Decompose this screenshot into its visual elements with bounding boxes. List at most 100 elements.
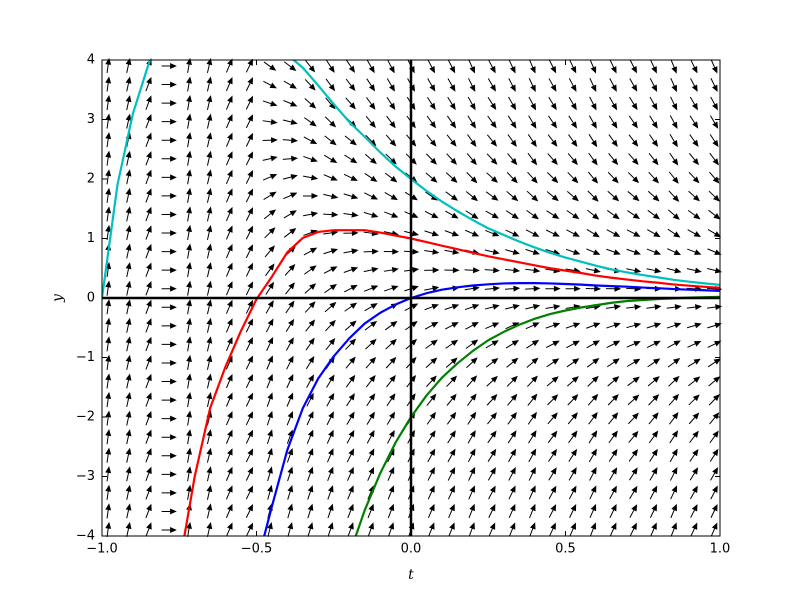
field-arrow: [245, 448, 254, 463]
field-arrow: [708, 190, 720, 202]
field-arrow: [385, 134, 397, 147]
field-arrow: [565, 322, 581, 329]
axes: −1.0 −0.5 0.0 0.5 1.0 −4 −3 −2 −1 0 1 2 3 4: [76, 53, 731, 557]
field-arrow: [344, 135, 357, 146]
field-arrow: [589, 77, 597, 93]
field-arrow: [669, 448, 678, 463]
x-tick-label: 0.0: [401, 542, 422, 557]
field-arrow: [145, 243, 152, 259]
field-arrow: [649, 78, 658, 92]
field-arrow: [649, 485, 658, 500]
field-arrow: [105, 187, 112, 203]
field-arrow: [508, 467, 516, 481]
field-arrow: [565, 248, 581, 255]
y-tick-label: −4: [76, 529, 95, 544]
field-arrow: [488, 59, 496, 74]
field-arrow: [587, 393, 599, 406]
field-arrow: [689, 448, 699, 462]
field-arrow: [307, 522, 314, 537]
field-arrow: [125, 429, 132, 445]
field-arrow: [710, 96, 718, 111]
field-arrow: [283, 210, 297, 219]
field-arrow: [669, 430, 679, 444]
field-arrow: [486, 172, 498, 183]
field-arrow: [145, 336, 152, 352]
field-arrow: [484, 304, 500, 310]
field-arrow: [689, 467, 699, 481]
field-arrow: [424, 285, 440, 292]
field-arrow: [264, 245, 275, 258]
field-arrow: [525, 304, 541, 310]
field-arrow: [186, 76, 192, 92]
field-arrow: [367, 466, 375, 481]
field-arrow: [587, 171, 599, 184]
field-arrow: [667, 340, 681, 349]
field-arrow: [105, 354, 112, 370]
field-arrow: [303, 174, 319, 181]
field-arrow: [125, 95, 132, 111]
field-arrow: [525, 322, 540, 330]
field-arrow: [206, 299, 213, 315]
field-arrow: [245, 58, 254, 73]
field-arrow: [465, 191, 478, 202]
field-arrow: [609, 467, 618, 481]
solution-curve: [102, 60, 720, 299]
field-arrow: [186, 113, 192, 129]
field-arrow: [245, 77, 254, 92]
field-arrow: [488, 504, 496, 518]
field-arrow: [504, 267, 521, 274]
field-arrow: [528, 59, 536, 74]
field-arrow: [525, 248, 541, 255]
field-arrow: [105, 206, 112, 222]
field-arrow: [585, 285, 602, 292]
field-arrow: [688, 153, 700, 166]
field-arrow: [161, 489, 177, 496]
field-arrow: [546, 210, 560, 219]
field-arrow: [670, 485, 678, 500]
field-arrow: [525, 285, 541, 292]
field-arrow: [586, 358, 600, 368]
field-arrow: [690, 78, 698, 92]
field-arrow: [145, 151, 152, 166]
field-arrow: [707, 358, 721, 368]
field-arrow: [707, 340, 722, 348]
field-arrow: [670, 77, 677, 93]
field-arrow: [447, 78, 456, 92]
field-arrow: [345, 78, 356, 92]
field-arrow: [303, 136, 318, 145]
field-arrow: [710, 485, 718, 500]
field-arrow: [687, 209, 701, 220]
field-arrow: [225, 448, 233, 463]
field-arrow: [161, 304, 177, 311]
field-arrow: [669, 412, 679, 425]
field-arrow: [424, 248, 440, 255]
field-arrow: [647, 229, 661, 238]
field-arrow: [588, 152, 598, 166]
field-arrow: [648, 171, 659, 184]
field-arrow: [383, 266, 399, 273]
field-arrow: [567, 171, 579, 184]
field-arrow: [284, 264, 296, 276]
field-arrow: [567, 412, 578, 425]
y-tick-label: −3: [76, 469, 95, 484]
field-arrow: [265, 300, 274, 314]
field-arrow: [145, 373, 152, 389]
field-arrow: [161, 118, 177, 125]
field-arrow: [366, 97, 376, 110]
field-arrow: [427, 78, 436, 92]
field-arrow: [347, 466, 354, 481]
field-arrow: [608, 430, 618, 444]
field-arrow: [305, 319, 316, 332]
field-arrow: [606, 358, 620, 368]
field-arrow: [709, 448, 719, 462]
field-arrow: [468, 466, 476, 481]
field-arrow: [105, 466, 112, 482]
field-arrow: [263, 209, 277, 220]
field-arrow: [265, 263, 275, 277]
field-arrow: [363, 266, 379, 273]
field-arrow: [161, 285, 177, 292]
field-arrow: [161, 248, 177, 255]
field-arrow: [125, 187, 132, 203]
field-arrow: [547, 153, 558, 165]
field-arrow: [668, 393, 680, 406]
